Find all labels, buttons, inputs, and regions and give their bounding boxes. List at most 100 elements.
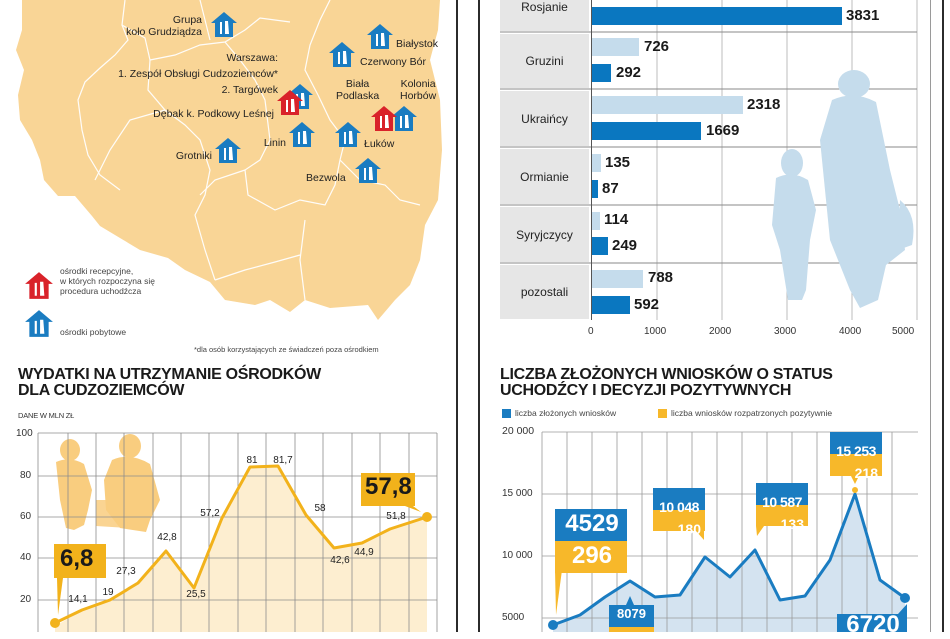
label-bialystok: Białystok	[396, 38, 439, 50]
expenses-line-chart	[37, 432, 438, 632]
bar-row-label: Ormianie	[500, 149, 589, 204]
point-label: 19	[102, 587, 114, 598]
bar-pozostali-dark	[592, 296, 630, 314]
callout-218: 218	[854, 465, 878, 481]
point-label: 25,5	[186, 589, 206, 600]
callout-180: 180	[677, 521, 701, 537]
x-tick: 2000	[709, 326, 732, 337]
point-label: 57,2	[200, 508, 220, 519]
label-line: koło Grudziądza	[126, 26, 202, 38]
expenses-first-callout: 6,8	[60, 545, 94, 572]
label-lukow: Łuków	[364, 138, 395, 150]
title-line: DLA CUDZOZIEMCÓW	[18, 382, 185, 399]
callout-296: 296	[571, 542, 613, 569]
bar-rosjanie-dark	[592, 7, 842, 25]
legend-line: ośrodki recepcyjne,	[60, 266, 134, 276]
legend-blue-label: liczba złożonych wniosków	[515, 408, 617, 418]
y-tick: 100	[16, 428, 33, 439]
title-line: UCHODŹCY I DECYZJI POZYTYWNYCH	[500, 382, 792, 399]
residential-center-icon	[329, 42, 355, 67]
right-column-left-border	[478, 0, 480, 632]
bar-pozostali-light	[592, 270, 643, 288]
label-line: Warszawa:	[226, 52, 278, 64]
label-biala-podlaska: Biała Podlaska	[336, 78, 379, 102]
bar-value: 135	[605, 154, 631, 171]
x-tick: 0	[588, 326, 594, 337]
reception-center-icon	[371, 106, 397, 131]
residential-center-legend-icon	[25, 310, 53, 337]
bar-value: 726	[644, 38, 670, 55]
residential-center-icon	[391, 106, 417, 131]
y-tick: 5000	[502, 612, 525, 623]
bar-value: 788	[648, 269, 674, 286]
legend-orange-label: liczba wniosków rozpatrzonych pozytywnie	[671, 408, 833, 418]
callout-10587: 10 587	[762, 494, 802, 510]
bar-value: 1669	[706, 122, 740, 139]
people-silhouette-icon	[772, 70, 914, 308]
callout-15253: 15 253	[836, 443, 876, 459]
y-tick: 60	[20, 511, 32, 522]
label-line: Grupa	[172, 14, 202, 26]
legend-blue-swatch	[502, 409, 511, 418]
residential-center-icon	[289, 122, 315, 147]
bar-syryjczycy-dark	[592, 237, 608, 255]
label-kolonia-horbow: Kolonia Horbów	[400, 78, 436, 102]
residential-center-icon	[355, 158, 381, 183]
label-czerwony-bor: Czerwony Bór	[360, 56, 426, 68]
bar-gruzini-light	[592, 38, 639, 56]
title-line: LICZBA ZŁOŻONYCH WNIOSKÓW O STATUS	[500, 366, 833, 383]
y-tick: 20	[20, 594, 32, 605]
point-label: 81	[246, 455, 258, 466]
bar-ukraincy-dark	[592, 122, 701, 140]
point-label: 14,1	[68, 594, 88, 605]
bar-syryjczycy-light	[592, 212, 600, 230]
residential-center-icon	[215, 138, 241, 163]
people-silhouette-icon	[56, 434, 160, 532]
residential-center-icon	[335, 122, 361, 147]
point-label: 42,6	[330, 555, 350, 566]
legend-line: w których rozpoczyna się	[60, 276, 155, 286]
expenses-chart-subtitle: DANE W MLN ZŁ	[18, 411, 75, 420]
title-line: WYDATKI NA UTRZYMANIE OŚRODKÓW	[18, 366, 321, 383]
y-tick: 80	[20, 470, 32, 481]
bar-row-label: Rosjanie	[500, 0, 589, 31]
callout-10048: 10 048	[659, 499, 699, 515]
bar-value: 114	[604, 211, 629, 228]
applications-line-chart	[541, 431, 918, 632]
y-tick: 10 000	[502, 550, 533, 561]
bar-value: 3831	[846, 7, 880, 24]
poland-map: Grupa koło Grudziądza Warszawa: 1. Zespó…	[0, 0, 456, 360]
bar-ormianie-dark	[592, 180, 598, 198]
bar-row-label: Syryjczycy	[500, 207, 589, 262]
reception-center-icon	[277, 90, 303, 115]
legend-line: procedura uchodźcza	[60, 286, 142, 296]
x-tick: 5000	[892, 326, 915, 337]
nationality-bar-chart: Rosjanie Gruzini Ukraińcy Ormianie Syryj…	[480, 0, 940, 360]
bar-value: 87	[602, 180, 619, 197]
bar-row-label: pozostali	[500, 265, 589, 319]
y-tick: 40	[20, 552, 32, 563]
label-grotniki: Grotniki	[175, 150, 212, 162]
residential-center-icon	[367, 24, 393, 49]
right-column-inner-border	[930, 0, 931, 632]
label-grupa: Grupa koło Grudziądza	[118, 14, 202, 38]
x-tick: 4000	[839, 326, 862, 337]
label-line: 1. Zespół Obsługi Cudzoziemców*	[118, 68, 278, 80]
bar-value: 592	[634, 296, 660, 313]
legend-reception-text: ośrodki recepcyjne, w których rozpoczyna…	[60, 266, 155, 296]
bar-row-label: Ukraińcy	[500, 91, 589, 146]
reception-center-legend-icon	[25, 272, 53, 299]
point-label: 27,3	[116, 566, 136, 577]
label-linin: Linin	[263, 137, 286, 149]
callout-8079: 8079	[617, 606, 646, 621]
label-warszawa: Warszawa: 1. Zespół Obsługi Cudzoziemców…	[94, 52, 278, 96]
label-debak: Dębak k. Podkowy Leśnej	[153, 108, 274, 120]
point-label: 51,8	[386, 511, 406, 522]
callout-133: 133	[780, 516, 804, 532]
residential-center-icon	[211, 12, 237, 37]
label-line: Podlaska	[336, 90, 380, 102]
callout-6720: 6720	[846, 611, 900, 638]
bar-value: 249	[612, 237, 638, 254]
bar-chart-grid	[500, 0, 918, 320]
legend-orange-swatch	[658, 409, 667, 418]
